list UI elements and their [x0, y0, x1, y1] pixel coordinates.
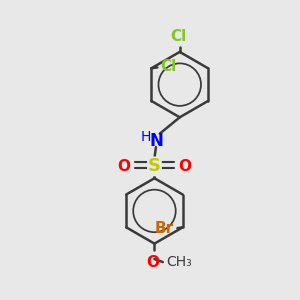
Text: S: S: [148, 157, 161, 175]
Text: O: O: [146, 255, 160, 270]
Text: Cl: Cl: [160, 59, 177, 74]
Text: H: H: [141, 130, 151, 144]
Text: Br: Br: [154, 221, 173, 236]
Text: O: O: [117, 159, 130, 174]
Text: O: O: [178, 159, 192, 174]
Text: N: N: [149, 132, 163, 150]
Text: Cl: Cl: [170, 28, 186, 44]
Text: CH₃: CH₃: [166, 255, 191, 269]
